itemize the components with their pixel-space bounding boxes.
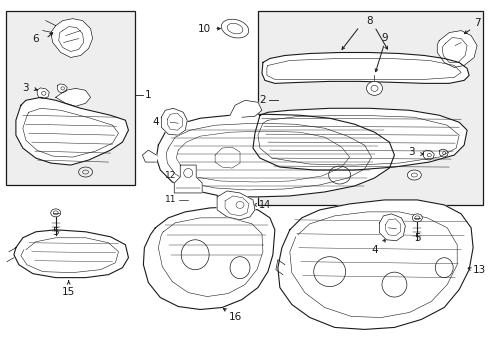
Text: 5: 5: [413, 233, 420, 243]
Text: 12: 12: [164, 171, 176, 180]
Text: 9: 9: [380, 32, 387, 42]
Polygon shape: [174, 165, 202, 193]
Text: 16: 16: [228, 312, 241, 323]
Text: 13: 13: [471, 265, 485, 275]
Polygon shape: [51, 19, 92, 58]
Text: 11: 11: [164, 195, 176, 204]
Text: 14: 14: [258, 200, 270, 210]
Text: 6: 6: [32, 33, 39, 44]
FancyBboxPatch shape: [258, 11, 482, 205]
Text: 8: 8: [366, 15, 372, 26]
Polygon shape: [423, 150, 433, 160]
Polygon shape: [57, 84, 67, 93]
Text: 2: 2: [259, 95, 265, 105]
Text: 3: 3: [407, 147, 414, 157]
Text: 7: 7: [473, 18, 479, 28]
Polygon shape: [156, 114, 394, 197]
Ellipse shape: [366, 81, 382, 95]
Polygon shape: [56, 88, 90, 106]
Polygon shape: [161, 108, 187, 135]
Ellipse shape: [407, 170, 421, 180]
Polygon shape: [16, 97, 128, 165]
Polygon shape: [142, 150, 156, 162]
Ellipse shape: [221, 19, 248, 38]
Polygon shape: [37, 88, 49, 99]
Text: 1: 1: [145, 90, 151, 100]
Polygon shape: [436, 31, 476, 67]
Polygon shape: [14, 230, 128, 278]
Polygon shape: [277, 200, 472, 329]
Text: 10: 10: [197, 24, 210, 33]
Polygon shape: [439, 149, 447, 157]
Polygon shape: [262, 53, 468, 84]
Polygon shape: [217, 191, 254, 220]
Ellipse shape: [411, 214, 422, 222]
Text: 3: 3: [22, 84, 29, 93]
Polygon shape: [143, 207, 274, 310]
Ellipse shape: [51, 209, 61, 217]
Text: 5: 5: [52, 227, 59, 237]
Text: 4: 4: [370, 245, 377, 255]
Text: 4: 4: [152, 117, 158, 127]
Polygon shape: [229, 100, 262, 117]
Polygon shape: [379, 214, 405, 241]
Polygon shape: [252, 108, 466, 170]
Text: 15: 15: [62, 287, 75, 297]
FancyBboxPatch shape: [6, 11, 135, 185]
